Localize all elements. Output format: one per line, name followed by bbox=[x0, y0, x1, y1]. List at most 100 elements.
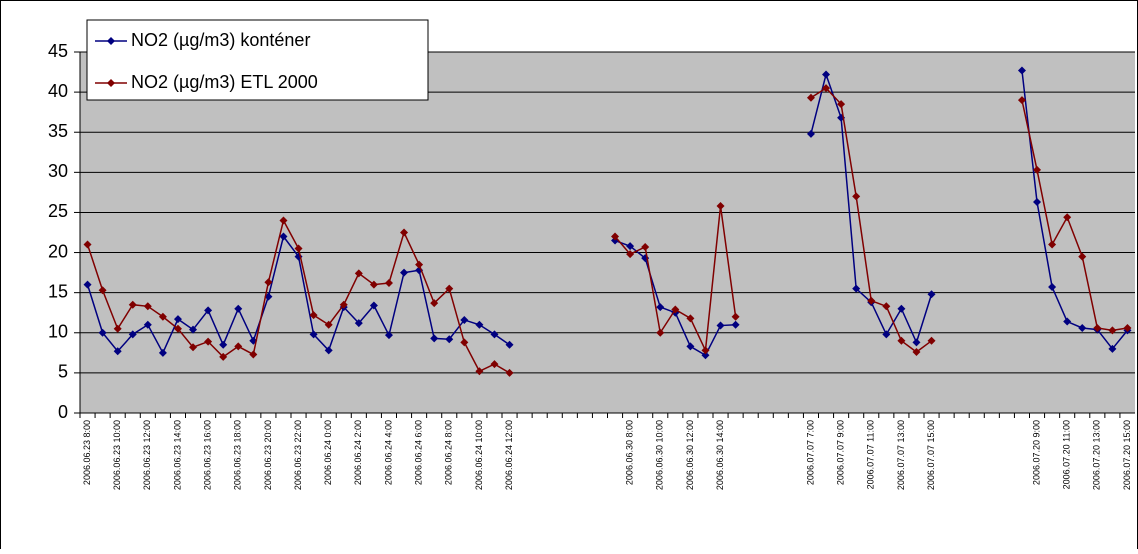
data-point bbox=[897, 336, 906, 345]
data-point bbox=[354, 269, 363, 278]
x-tick-label: 2006.06.23 14:00 bbox=[172, 420, 182, 490]
x-tick-label: 2006.06.24 6:00 bbox=[413, 420, 423, 485]
data-point bbox=[671, 305, 680, 314]
data-point bbox=[867, 296, 876, 305]
y-tick-label: 30 bbox=[48, 161, 68, 181]
x-tick-label: 2006.06.30 12:00 bbox=[685, 420, 695, 490]
data-point bbox=[852, 192, 861, 201]
x-tick-label: 2006.06.23 18:00 bbox=[233, 420, 243, 490]
x-tick-label: 2006.06.24 0:00 bbox=[323, 420, 333, 485]
data-point bbox=[1093, 323, 1102, 332]
data-point bbox=[309, 311, 318, 320]
data-point bbox=[912, 348, 921, 357]
data-point bbox=[445, 284, 454, 293]
data-point bbox=[1033, 165, 1042, 174]
data-point bbox=[219, 340, 228, 349]
legend-label: NO2 (µg/m3) konténer bbox=[131, 30, 310, 50]
y-tick-label: 25 bbox=[48, 201, 68, 221]
x-tick-label: 2006.07.07 7:00 bbox=[805, 420, 815, 485]
data-point bbox=[369, 301, 378, 310]
data-point bbox=[1108, 326, 1117, 335]
data-point bbox=[445, 335, 454, 344]
data-point bbox=[234, 342, 243, 351]
data-point bbox=[490, 330, 499, 339]
data-point bbox=[158, 312, 167, 321]
data-point bbox=[279, 216, 288, 225]
data-point bbox=[1017, 96, 1026, 105]
data-point bbox=[912, 338, 921, 347]
data-point bbox=[113, 324, 122, 333]
x-tick-label: 2006.06.30 10:00 bbox=[655, 420, 665, 490]
data-point bbox=[460, 338, 469, 347]
y-tick-label: 35 bbox=[48, 121, 68, 141]
data-point bbox=[143, 302, 152, 311]
data-point bbox=[1048, 283, 1057, 292]
data-point bbox=[430, 334, 439, 343]
data-point bbox=[716, 321, 725, 330]
y-tick-label: 10 bbox=[48, 322, 68, 342]
x-tick-label: 2006.06.23 16:00 bbox=[202, 420, 212, 490]
data-point bbox=[731, 312, 740, 321]
y-tick-label: 45 bbox=[48, 41, 68, 61]
x-tick-label: 2006.07.20 13:00 bbox=[1092, 420, 1102, 490]
data-point bbox=[400, 228, 409, 237]
x-tick-label: 2006.07.07 15:00 bbox=[926, 420, 936, 490]
data-point bbox=[189, 325, 198, 334]
data-point bbox=[1123, 323, 1132, 332]
data-point bbox=[173, 315, 182, 324]
data-point bbox=[806, 129, 815, 138]
data-point bbox=[1108, 344, 1117, 353]
data-point bbox=[475, 320, 484, 329]
data-point bbox=[460, 315, 469, 324]
data-point bbox=[83, 280, 92, 289]
data-point bbox=[234, 304, 243, 313]
data-point bbox=[279, 232, 288, 241]
x-tick-label: 2006.07.07 13:00 bbox=[896, 420, 906, 490]
data-point bbox=[415, 260, 424, 269]
data-point bbox=[204, 337, 213, 346]
y-tick-label: 5 bbox=[58, 362, 68, 382]
data-point bbox=[731, 320, 740, 329]
x-tick-label: 2006.07.20 9:00 bbox=[1031, 420, 1041, 485]
data-point bbox=[505, 368, 514, 377]
data-point bbox=[822, 70, 831, 79]
x-tick-label: 2006.07.20 15:00 bbox=[1122, 420, 1132, 490]
x-tick-label: 2006.06.24 10:00 bbox=[474, 420, 484, 490]
y-tick-label: 15 bbox=[48, 281, 68, 301]
data-point bbox=[98, 328, 107, 337]
data-point bbox=[173, 324, 182, 333]
data-point bbox=[656, 303, 665, 312]
x-tick-label: 2006.07.20 11:00 bbox=[1062, 420, 1072, 489]
data-point bbox=[324, 320, 333, 329]
data-point bbox=[897, 304, 906, 313]
data-point bbox=[83, 240, 92, 249]
data-point bbox=[1078, 252, 1087, 261]
data-point bbox=[400, 268, 409, 277]
x-tick-label: 2006.06.23 22:00 bbox=[293, 420, 303, 490]
data-point bbox=[384, 279, 393, 288]
data-point bbox=[927, 290, 936, 299]
data-point bbox=[249, 350, 258, 359]
data-point bbox=[143, 320, 152, 329]
data-point bbox=[882, 330, 891, 339]
x-tick-label: 2006.06.24 2:00 bbox=[353, 420, 363, 485]
x-tick-label: 2006.06.30 14:00 bbox=[715, 420, 725, 490]
legend-marker bbox=[107, 37, 115, 45]
data-point bbox=[822, 84, 831, 93]
x-tick-label: 2006.06.30 8:00 bbox=[624, 420, 634, 485]
data-point bbox=[98, 286, 107, 295]
legend-label: NO2 (µg/m3) ETL 2000 bbox=[131, 72, 318, 92]
x-tick-label: 2006.06.23 8:00 bbox=[82, 420, 92, 485]
x-tick-label: 2006.06.23 10:00 bbox=[112, 420, 122, 490]
data-point bbox=[369, 280, 378, 289]
data-point bbox=[339, 300, 348, 309]
data-point bbox=[1048, 240, 1057, 249]
data-point bbox=[686, 342, 695, 351]
data-point bbox=[626, 250, 635, 259]
data-point bbox=[701, 351, 710, 360]
legend-marker bbox=[107, 79, 115, 87]
data-point bbox=[204, 306, 213, 315]
data-point bbox=[264, 278, 273, 287]
